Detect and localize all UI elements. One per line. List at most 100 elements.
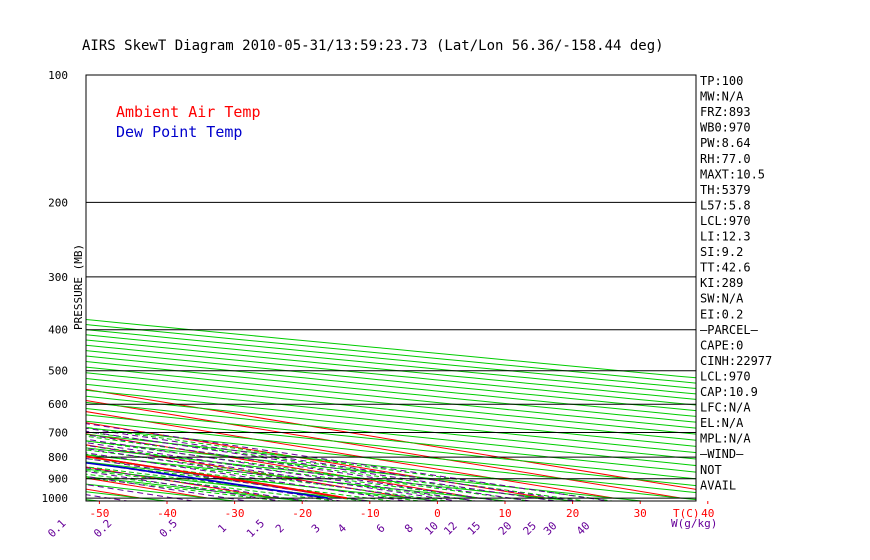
bottom-temp-tick-label: 20 (566, 507, 579, 520)
mixing-ratio-line (86, 452, 410, 501)
stat-line: LCL:970 (700, 369, 751, 383)
mixing-ratio-tick-label: 4 (335, 521, 349, 535)
stat-line: AVAIL (700, 478, 736, 492)
chart-title: AIRS SkewT Diagram 2010-05-31/13:59:23.7… (82, 38, 664, 54)
stat-line: LI:12.3 (700, 230, 751, 244)
bottom-temp-tick-label: -10 (360, 507, 380, 520)
ambient-air-temp-line (86, 455, 347, 499)
stat-line: KI:289 (700, 276, 743, 290)
dry-adiabat-line (86, 414, 696, 480)
stat-line: LFC:N/A (700, 401, 751, 415)
stat-line: TH:5379 (700, 183, 751, 197)
stat-line: SW:N/A (700, 292, 744, 306)
mixing-ratio-tick-label: 3 (309, 522, 323, 536)
mixing-ratio-tick-label: 30 (541, 519, 560, 538)
isotherm-line (0, 75, 5, 498)
legend-dew-point-temp: Dew Point Temp (116, 123, 242, 141)
moist-adiabat-line (86, 426, 616, 501)
bottom-temp-tick-label: 10 (498, 507, 511, 520)
mixing-ratio-tick-label: 6 (374, 522, 388, 536)
pressure-tick-label: 300 (48, 271, 68, 284)
isotherm-line (86, 388, 696, 490)
dry-adiabat-line (86, 377, 696, 441)
mixing-ratio-tick-label: 0.5 (157, 517, 180, 540)
mixing-ratio-tick-label: 40 (574, 519, 593, 538)
bottom-temp-tick-label: 30 (634, 507, 647, 520)
mixing-ratio-tick-label: 25 (521, 519, 540, 538)
mixing-ratio-tick-label: 20 (496, 519, 515, 538)
stat-line: SI:9.2 (700, 245, 743, 259)
stat-line: MW:N/A (700, 90, 744, 104)
stat-line: CINH:22977 (700, 354, 772, 368)
dry-adiabat-line (86, 350, 696, 412)
pressure-tick-label: 100 (48, 69, 68, 82)
moist-adiabat-line (86, 458, 423, 501)
stat-line: EL:N/A (700, 416, 744, 430)
mixing-ratio-line (86, 438, 503, 501)
mixing-ratio-tick-label: 15 (465, 519, 484, 538)
dry-adiabat-line (86, 433, 696, 501)
mixing-ratio-tick-label: 2 (273, 522, 287, 536)
stat-line: L57:5.8 (700, 198, 751, 212)
stat-line: CAP:10.9 (700, 385, 758, 399)
isotherm-line (86, 422, 547, 499)
isotherm-line (86, 399, 682, 499)
mixing-ratio-line (86, 494, 131, 501)
plot-frame (85, 74, 697, 502)
mixing-ratio-tick-label: 10 (422, 519, 441, 538)
mixing-ratio-tick-label: 8 (402, 522, 416, 536)
mixing-ratio-line (86, 430, 559, 501)
mixing-ratio-line (86, 442, 479, 501)
moist-adiabat-line (86, 435, 561, 501)
sounding-traces (86, 455, 347, 499)
mixing-ratio-line (86, 467, 309, 501)
stat-line: EI:0.2 (700, 307, 743, 321)
stat-line: TP:100 (700, 74, 743, 88)
dry-adiabat-line (86, 372, 696, 435)
mixing-ratio-tick-label: 1 (215, 522, 229, 536)
mixing-ratio-tick-label: 0.2 (91, 517, 114, 540)
stat-line: TT:42.6 (700, 261, 751, 275)
dry-adiabat-line (86, 361, 696, 423)
stat-line: FRZ:893 (700, 105, 751, 119)
bottom-temp-tick-label: 40 (701, 507, 714, 520)
stat-line: —WIND— (700, 447, 744, 461)
pressure-tick-label: 400 (48, 324, 68, 337)
dry-adiabat-line (86, 355, 696, 417)
bottom-temp-tick-label: -20 (292, 507, 312, 520)
dew-point-temp-line (86, 461, 329, 499)
stat-line: NOT (700, 463, 722, 477)
dry-adiabat-line (86, 420, 696, 487)
dry-adiabat-line (86, 366, 696, 429)
mixing-ratio-tick-label: 12 (441, 519, 460, 538)
mixing-ratio-tick-label: 1.5 (244, 517, 267, 540)
stat-line: MPL:N/A (700, 432, 751, 446)
dry-adiabat-line (86, 395, 696, 460)
dry-adiabat-line (86, 383, 696, 447)
bottom-temp-tick-label: -50 (89, 507, 109, 520)
stat-line: PW:8.64 (700, 136, 751, 150)
stat-line: —PARCEL— (700, 323, 759, 337)
pressure-tick-label: 900 (48, 473, 68, 486)
bottom-temp-unit: T(C) (673, 507, 700, 520)
mixing-ratio-line (86, 461, 344, 501)
stat-line: RH:77.0 (700, 152, 751, 166)
mixing-ratio-line (86, 470, 284, 501)
pressure-tick-label: 200 (48, 196, 68, 209)
pressure-tick-label: 700 (48, 427, 68, 440)
stat-line: CAPE:0 (700, 338, 743, 352)
dry-adiabat-line (86, 427, 696, 494)
isotherm-line (86, 411, 614, 499)
bottom-temp-tick-label: 0 (434, 507, 441, 520)
pressure-tick-label: 600 (48, 398, 68, 411)
mixing-ratio-tick-label: 0.1 (45, 517, 68, 540)
grid-lines (0, 75, 696, 501)
mixing-ratio-line (86, 444, 461, 501)
dry-adiabat-line (86, 339, 696, 400)
dry-adiabat-line (86, 344, 696, 406)
pressure-tick-label: 500 (48, 365, 68, 378)
dry-adiabat-line (86, 468, 375, 501)
y-axis-label: PRESSURE (MB) (72, 244, 85, 330)
